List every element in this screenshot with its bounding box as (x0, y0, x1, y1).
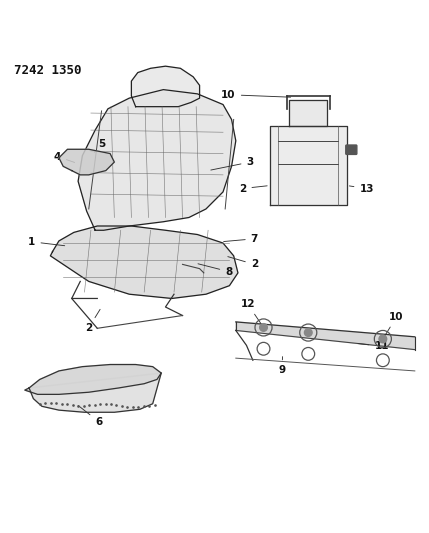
Circle shape (379, 335, 387, 343)
Polygon shape (78, 90, 236, 230)
Text: 9: 9 (278, 357, 285, 375)
Text: 2: 2 (228, 256, 258, 269)
Polygon shape (236, 322, 415, 350)
Text: 8: 8 (198, 264, 233, 277)
Text: 2: 2 (85, 309, 100, 333)
Polygon shape (25, 365, 161, 394)
Text: 6: 6 (78, 406, 102, 426)
Polygon shape (59, 149, 115, 175)
FancyBboxPatch shape (346, 145, 357, 155)
Text: 10: 10 (221, 90, 290, 100)
Text: 13: 13 (349, 183, 374, 193)
Circle shape (260, 324, 267, 332)
Text: 11: 11 (358, 341, 389, 351)
Polygon shape (25, 365, 161, 412)
Text: 2: 2 (239, 183, 267, 193)
Text: 1: 1 (28, 237, 65, 247)
Text: 3: 3 (211, 157, 254, 170)
Text: 4: 4 (54, 151, 75, 163)
Text: 5: 5 (94, 139, 106, 152)
Circle shape (305, 329, 312, 336)
Polygon shape (50, 226, 238, 298)
Polygon shape (289, 100, 327, 126)
Text: 7: 7 (224, 234, 258, 244)
Text: 10: 10 (384, 312, 404, 337)
Text: 12: 12 (241, 299, 262, 325)
Text: 7242 1350: 7242 1350 (14, 64, 82, 77)
Polygon shape (270, 126, 347, 205)
Polygon shape (131, 66, 199, 107)
